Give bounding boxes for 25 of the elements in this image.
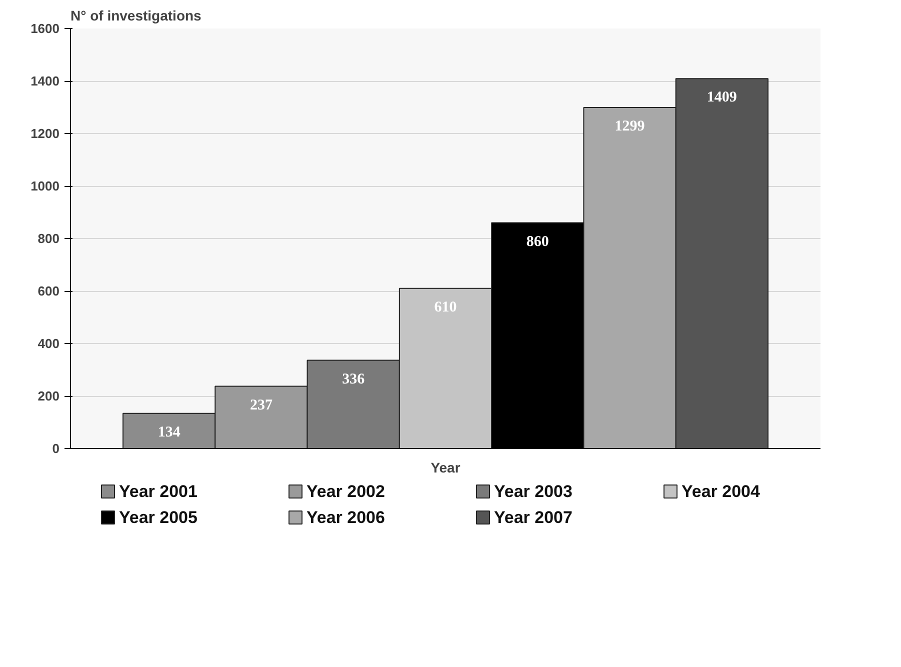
data-label: 1409 [706, 90, 737, 106]
data-label: 860 [526, 234, 549, 250]
legend-label: Year 2007 [494, 508, 572, 527]
legend-label: Year 2006 [306, 508, 385, 527]
x-axis-title: Year [430, 460, 461, 476]
y-tick-label: 1000 [30, 178, 60, 194]
y-axis-title: N° of investigations [70, 8, 202, 24]
y-tick-label: 0 [52, 441, 60, 456]
y-tick-label: 800 [38, 231, 60, 246]
y-tick-label: 1200 [30, 126, 60, 141]
data-label: 237 [250, 397, 273, 414]
y-tick-label: 1600 [30, 21, 60, 36]
data-label: 134 [158, 424, 181, 440]
legend-label: Year 2002 [306, 482, 385, 501]
data-label: 1299 [614, 118, 645, 135]
legend-label: Year 2004 [682, 482, 761, 501]
y-tick-label: 200 [38, 388, 60, 404]
legend-label: Year 2003 [494, 482, 572, 501]
data-label: 610 [434, 299, 457, 316]
y-tick-label: 1400 [30, 74, 60, 88]
legend-label: Year 2005 [119, 508, 198, 527]
legend-label: Year 2001 [119, 482, 198, 501]
y-tick-label: 600 [38, 284, 60, 298]
data-label: 336 [342, 371, 366, 388]
y-tick-label: 400 [38, 336, 60, 351]
